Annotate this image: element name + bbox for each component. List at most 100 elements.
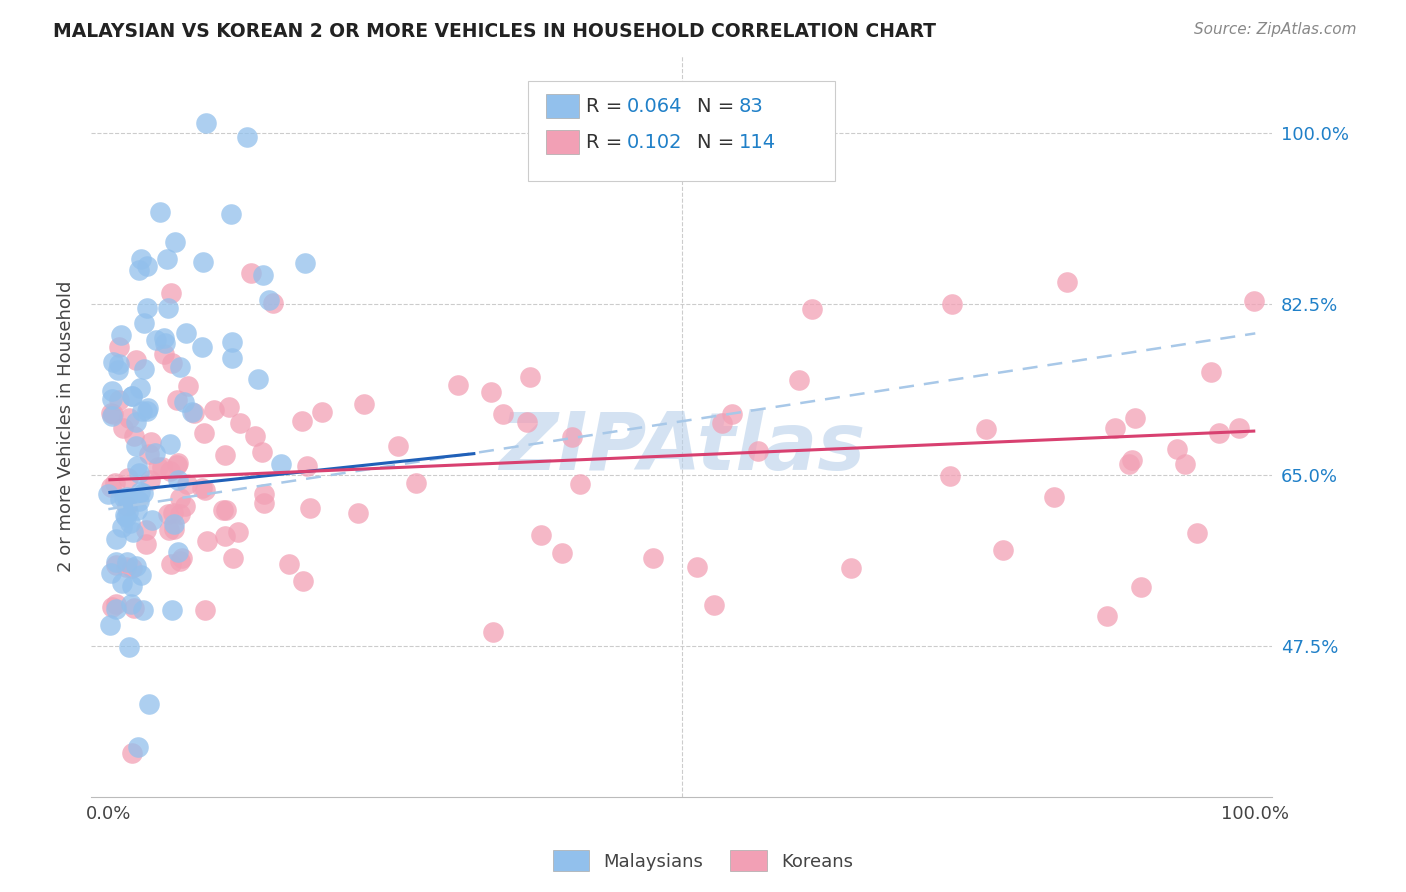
Point: [128, 467, 150, 481]
Point: [516, 415, 538, 429]
Text: ZIPAtlas: ZIPAtlas: [499, 409, 865, 487]
Point: [262, 296, 284, 310]
Point: [202, 403, 225, 417]
FancyBboxPatch shape: [529, 81, 835, 181]
Point: [1043, 490, 1066, 504]
Point: [110, 327, 132, 342]
Point: [703, 599, 725, 613]
Point: [143, 446, 166, 460]
Point: [491, 408, 513, 422]
Point: [974, 421, 997, 435]
Point: [278, 558, 301, 572]
Point: [353, 396, 375, 410]
Point: [519, 369, 541, 384]
Point: [721, 408, 744, 422]
Point: [1227, 421, 1250, 435]
Point: [530, 528, 553, 542]
Point: [135, 537, 157, 551]
Point: [141, 513, 163, 527]
Point: [104, 602, 127, 616]
Point: [122, 428, 145, 442]
Point: [121, 579, 143, 593]
Point: [194, 603, 217, 617]
Point: [159, 437, 181, 451]
Point: [170, 551, 193, 566]
Point: [387, 439, 409, 453]
Point: [101, 409, 124, 423]
Point: [111, 421, 134, 435]
Point: [1185, 525, 1208, 540]
Point: [104, 532, 127, 546]
Point: [1095, 608, 1118, 623]
Point: [298, 501, 321, 516]
Point: [117, 555, 139, 569]
Point: [162, 506, 184, 520]
Point: [1166, 442, 1188, 457]
Text: N =: N =: [697, 133, 741, 153]
Point: [169, 554, 191, 568]
Point: [1208, 426, 1230, 441]
Point: [166, 458, 188, 472]
Point: [169, 491, 191, 506]
Text: 0.064: 0.064: [626, 97, 682, 116]
Text: 83: 83: [738, 97, 763, 116]
Point: [159, 464, 181, 478]
Point: [221, 351, 243, 365]
Point: [243, 429, 266, 443]
Point: [139, 434, 162, 449]
Point: [136, 401, 159, 415]
Point: [229, 416, 252, 430]
Point: [169, 359, 191, 374]
Point: [347, 506, 370, 520]
Point: [215, 503, 238, 517]
Point: [167, 473, 190, 487]
Point: [447, 377, 470, 392]
Point: [1174, 457, 1197, 471]
Point: [135, 523, 157, 537]
Point: [115, 509, 138, 524]
Text: R =: R =: [586, 97, 628, 116]
Point: [787, 373, 810, 387]
Point: [117, 505, 139, 519]
Point: [101, 384, 124, 398]
Point: [163, 517, 186, 532]
Point: [101, 600, 124, 615]
FancyBboxPatch shape: [546, 130, 579, 153]
Point: [131, 252, 153, 266]
Point: [800, 301, 823, 316]
Point: [159, 285, 181, 300]
Text: 0.102: 0.102: [626, 133, 682, 153]
Point: [120, 598, 142, 612]
Point: [134, 316, 156, 330]
Point: [115, 559, 138, 574]
Point: [100, 480, 122, 494]
Point: [129, 381, 152, 395]
Point: [108, 340, 131, 354]
Point: [214, 528, 236, 542]
Point: [253, 487, 276, 501]
Point: [122, 524, 145, 539]
Point: [643, 551, 665, 566]
Point: [127, 740, 149, 755]
Point: [1201, 365, 1223, 379]
Point: [107, 357, 129, 371]
Point: [176, 326, 198, 341]
Point: [1243, 294, 1265, 309]
Point: [115, 490, 138, 504]
Point: [104, 558, 127, 572]
Point: [135, 403, 157, 417]
Point: [103, 355, 125, 369]
Point: [156, 252, 179, 266]
Point: [174, 500, 197, 514]
Point: [125, 415, 148, 429]
Point: [128, 263, 150, 277]
Point: [191, 340, 214, 354]
Point: [194, 483, 217, 497]
Point: [569, 476, 592, 491]
Point: [135, 301, 157, 315]
Point: [150, 460, 173, 475]
Point: [98, 617, 121, 632]
Y-axis label: 2 or more Vehicles in Household: 2 or more Vehicles in Household: [58, 280, 75, 572]
Point: [183, 406, 205, 420]
Point: [146, 460, 169, 475]
